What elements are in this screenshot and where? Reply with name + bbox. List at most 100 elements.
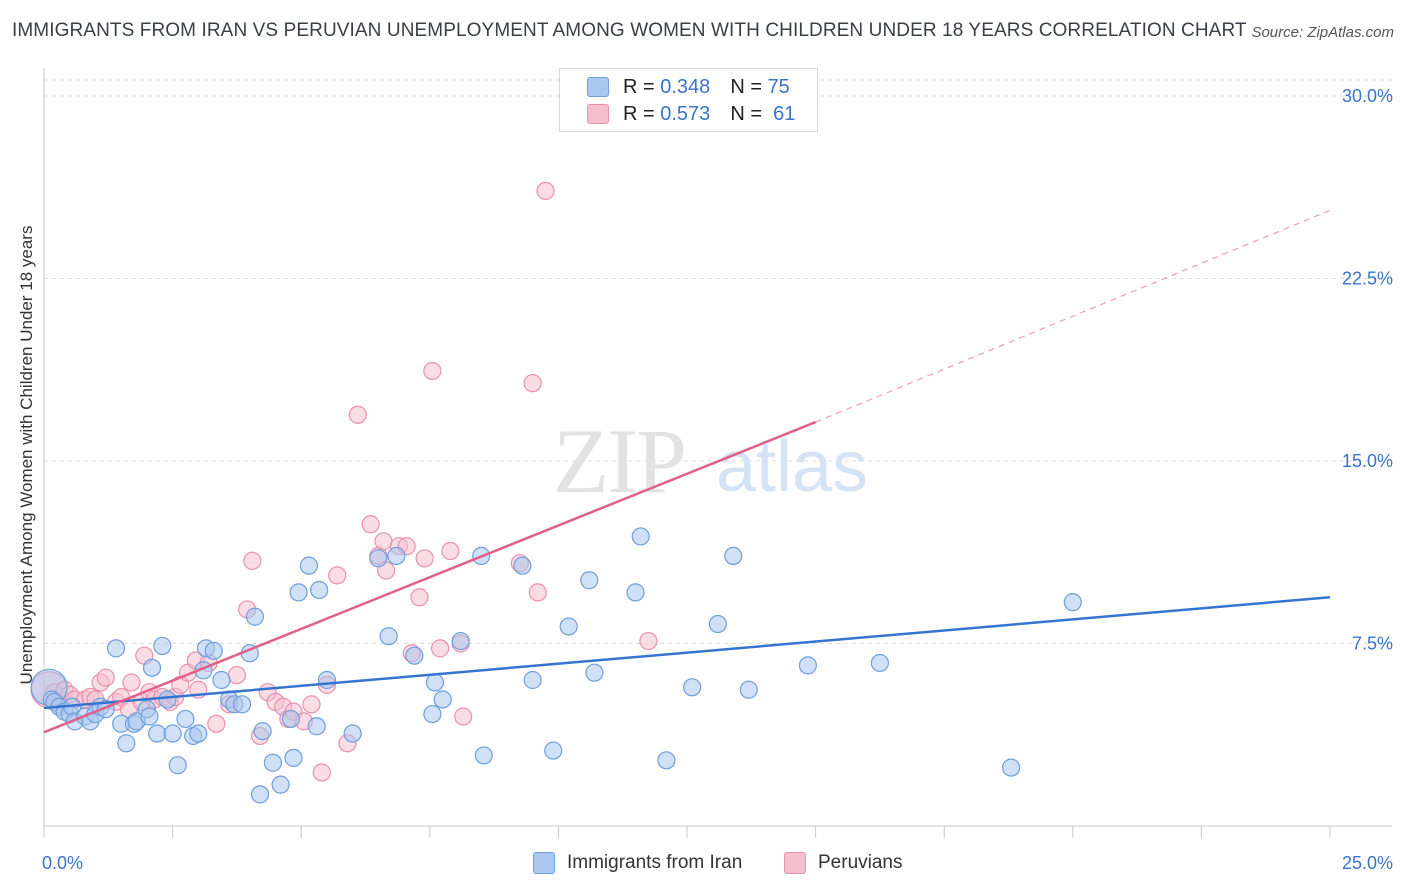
trend-lines	[43, 209, 1331, 734]
peruvians-trend-line	[43, 420, 817, 734]
legend-n-value: 75	[767, 75, 790, 98]
iran-point	[379, 627, 398, 646]
iran-point	[204, 641, 223, 660]
iran-point	[263, 753, 283, 772]
iran-point	[585, 663, 604, 682]
peruvians-point	[528, 583, 547, 602]
iran-point	[523, 670, 542, 690]
iran-point	[474, 746, 493, 765]
iran-point	[253, 721, 272, 741]
iran-point	[153, 636, 172, 656]
iran-point	[117, 734, 136, 753]
peruvians-point	[361, 515, 380, 534]
legend-r-label: R =	[623, 102, 655, 125]
peruvians-point	[639, 631, 658, 651]
legend-item-iran: Immigrants from Iran	[533, 852, 742, 874]
iran-point	[158, 690, 177, 709]
correlation-legend: R = 0.348 N = 75 R = 0.573 N = 61	[559, 68, 818, 132]
y-tick-label: 7.5%	[1352, 634, 1393, 654]
iran-point	[513, 556, 532, 575]
legend-swatch-iran	[587, 77, 609, 97]
iran-point	[106, 639, 126, 658]
iran-point	[163, 724, 182, 743]
legend-swatch-iran	[533, 852, 555, 874]
legend-label-peruvians: Peruvians	[818, 852, 903, 873]
legend-swatch-peruvians	[784, 852, 806, 874]
iran-point	[250, 785, 270, 804]
legend-n-label: N =	[730, 75, 762, 98]
iran-point	[433, 690, 452, 709]
x-tick-label: 25.0%	[1342, 853, 1393, 873]
iran-point	[544, 741, 563, 760]
legend-r-value: 0.573	[660, 102, 711, 125]
iran-point	[299, 556, 319, 575]
iran-point	[168, 756, 187, 775]
iran-point	[343, 724, 362, 743]
iran-point	[1063, 593, 1082, 612]
legend-row-iran: R = 0.348 N = 75	[587, 75, 790, 99]
iran-point	[387, 546, 406, 566]
iran-point	[631, 527, 650, 546]
iran-point	[232, 695, 252, 714]
source-label: Source: ZipAtlas.com	[1251, 24, 1394, 41]
iran-point	[580, 571, 599, 590]
peruvians-point	[328, 566, 347, 585]
iran-point	[189, 724, 208, 743]
peruvians-point	[536, 181, 555, 200]
iran-point	[798, 656, 817, 675]
peruvians-point	[415, 549, 434, 568]
iran-point	[739, 680, 758, 699]
iran-point	[142, 658, 162, 677]
peruvians-point	[410, 588, 429, 607]
peruvians-point	[122, 673, 141, 692]
peruvians-trend-extension	[815, 209, 1331, 423]
iran-point	[405, 646, 424, 665]
watermark: ZIP atlas	[553, 410, 868, 512]
peruvians-point	[523, 374, 542, 393]
peruvians-point	[302, 695, 321, 714]
series-legend: Immigrants from Iran Peruvians	[0, 852, 1406, 878]
iran-point	[310, 580, 329, 600]
iran-point	[284, 748, 303, 767]
iran-point	[626, 583, 645, 602]
iran-point	[148, 724, 167, 743]
peruvians-point	[348, 405, 367, 424]
legend-n-value: 61	[773, 102, 796, 125]
peruvians-point	[243, 551, 262, 570]
y-tick-label: 15.0%	[1342, 451, 1393, 471]
iran-point	[281, 709, 301, 729]
iran-point	[176, 709, 195, 729]
iran-point	[559, 617, 578, 636]
tick-labels: 7.5% 15.0% 22.5% 30.0% 0.0% 25.0%	[42, 86, 1393, 873]
iran-point	[317, 670, 337, 690]
peruvians-point	[312, 763, 331, 782]
iran-point	[708, 614, 727, 634]
iran-point	[451, 631, 470, 651]
legend-item-peruvians: Peruvians	[784, 852, 903, 874]
chart-title: IMMIGRANTS FROM IRAN VS PERUVIAN UNEMPLO…	[12, 20, 1247, 41]
iran-point	[657, 751, 676, 770]
peruvians-point	[207, 714, 226, 733]
x-tick-label: 0.0%	[42, 853, 83, 873]
watermark-zip: ZIP	[553, 410, 685, 512]
y-tick-label: 30.0%	[1342, 86, 1393, 106]
iran-point	[683, 678, 702, 697]
iran-point	[245, 607, 265, 626]
peruvians-point	[227, 666, 246, 685]
iran-point	[423, 704, 442, 724]
iran-point	[140, 707, 159, 726]
iran-point	[271, 775, 290, 794]
legend-row-peruvians: R = 0.573 N = 61	[587, 102, 795, 126]
iran-point	[307, 717, 326, 736]
peruvians-point	[96, 668, 115, 687]
y-tick-label: 22.5%	[1342, 269, 1393, 289]
legend-r-label: R =	[623, 75, 655, 98]
peruvians-point	[441, 541, 460, 561]
legend-label-iran: Immigrants from Iran	[567, 852, 743, 873]
peruvians-point	[454, 707, 473, 726]
iran-point	[369, 549, 388, 568]
iran-point	[724, 546, 743, 566]
legend-n-label: N =	[730, 102, 762, 125]
iran-point	[425, 673, 445, 692]
